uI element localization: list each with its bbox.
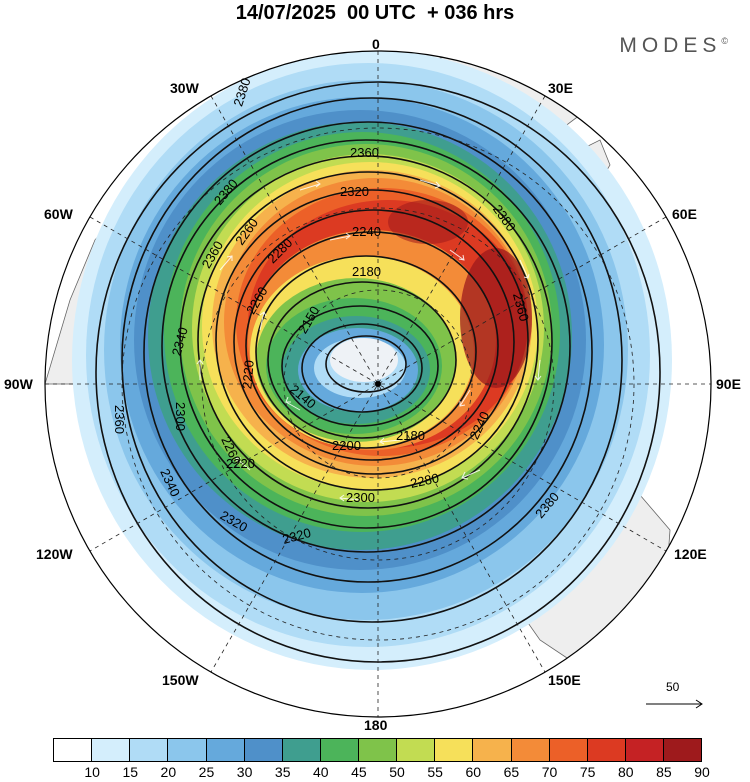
lon-label-120e: 120E — [674, 546, 707, 562]
contour-label: 2320 — [340, 184, 369, 199]
wind-vectors — [196, 179, 542, 502]
lon-label-0: 0 — [372, 36, 380, 52]
colorbar-cell — [281, 738, 321, 762]
colorbar-cell — [205, 738, 245, 762]
colorbar-tick-label: 90 — [694, 764, 710, 780]
brand-logo: MODES© — [619, 34, 728, 58]
lon-label-90e: 90E — [716, 376, 741, 392]
lon-label-180: 180 — [364, 717, 388, 733]
contour-label: 2360 — [510, 291, 532, 323]
colorbar-tick-label: 50 — [389, 764, 405, 780]
colorbar-tick-label: 30 — [236, 764, 253, 780]
colorbar-tick-label: 55 — [427, 764, 443, 780]
vector-reference-arrow-icon — [646, 699, 703, 709]
lon-label-150w: 150W — [162, 672, 199, 688]
colorbar-cell — [472, 738, 512, 762]
contour-label: 2280 — [409, 470, 440, 491]
contour-label: 2320 — [281, 525, 313, 547]
contour-label: 2240 — [352, 224, 381, 239]
colorbar — [53, 738, 703, 762]
colorbar-tick-label: 40 — [313, 764, 329, 780]
lon-label-30e: 30E — [548, 80, 573, 96]
colorbar-cell — [434, 738, 474, 762]
colorbar-cell — [53, 738, 93, 762]
colorbar-cell — [548, 738, 588, 762]
colorbar-cell — [129, 738, 169, 762]
contour-label: 2340 — [169, 326, 191, 358]
brand-name: MODES — [619, 34, 722, 57]
contour-label: 2300 — [346, 490, 375, 505]
vector-reference: 50 — [644, 680, 708, 710]
colorbar-tick-label: 85 — [656, 764, 672, 780]
vector-reference-label: 50 — [666, 680, 680, 694]
colorbar-cell — [358, 738, 398, 762]
colorbar-tick-label: 20 — [160, 764, 177, 780]
colorbar-tick-label: 75 — [579, 764, 596, 780]
colorbar-ticks: 10 15 20 25 30 35 40 45 50 55 60 65 70 75 80 85 90 — [54, 764, 709, 782]
colorbar-tick-label: 25 — [198, 764, 215, 780]
contour-label: 2180 — [352, 264, 381, 279]
colorbar-tick-label: 60 — [465, 764, 482, 780]
lon-label-150e: 150E — [548, 672, 581, 688]
geopotential-contours — [95, 81, 661, 663]
colorbar-tick-label: 35 — [274, 764, 291, 780]
page-title: 14/07/2025 00 UTC + 036 hrs — [235, 2, 515, 24]
contour-label: 2180 — [396, 428, 425, 443]
lon-label-60e: 60E — [672, 206, 697, 222]
colorbar-tick-label: 10 — [84, 764, 100, 780]
colorbar-cell — [586, 738, 626, 762]
colorbar-cell — [663, 738, 703, 762]
graticule — [45, 51, 711, 717]
lon-label-120w: 120W — [36, 546, 73, 562]
colorbar-cell — [319, 738, 359, 762]
contour-label: 2360 — [350, 145, 379, 160]
lon-label-90w: 90W — [4, 376, 33, 392]
contour-label: 2200 — [332, 438, 361, 453]
contour-label: 2220 — [239, 360, 256, 390]
colorbar-cell — [91, 738, 131, 762]
contour-label: 2360 — [112, 405, 127, 434]
brand-mark: © — [721, 36, 728, 46]
colorbar-tick-label: 15 — [122, 764, 139, 780]
lon-label-30w: 30W — [170, 80, 199, 96]
colorbar-tick-label: 70 — [541, 764, 558, 780]
south-pole-marker — [375, 381, 381, 387]
map-border — [44, 50, 712, 718]
lon-label-60w: 60W — [44, 206, 73, 222]
colorbar-cell — [624, 738, 664, 762]
colorbar-tick-label: 80 — [617, 764, 634, 780]
colorbar-cell — [167, 738, 207, 762]
contour-label: 2300 — [173, 402, 188, 431]
colorbar-tick-label: 45 — [351, 764, 367, 780]
colorbar-tick-label: 65 — [503, 764, 520, 780]
colorbar-cell — [510, 738, 550, 762]
colorbar-cell — [243, 738, 283, 762]
colorbar-cell — [396, 738, 436, 762]
contour-label: 2220 — [226, 456, 255, 471]
